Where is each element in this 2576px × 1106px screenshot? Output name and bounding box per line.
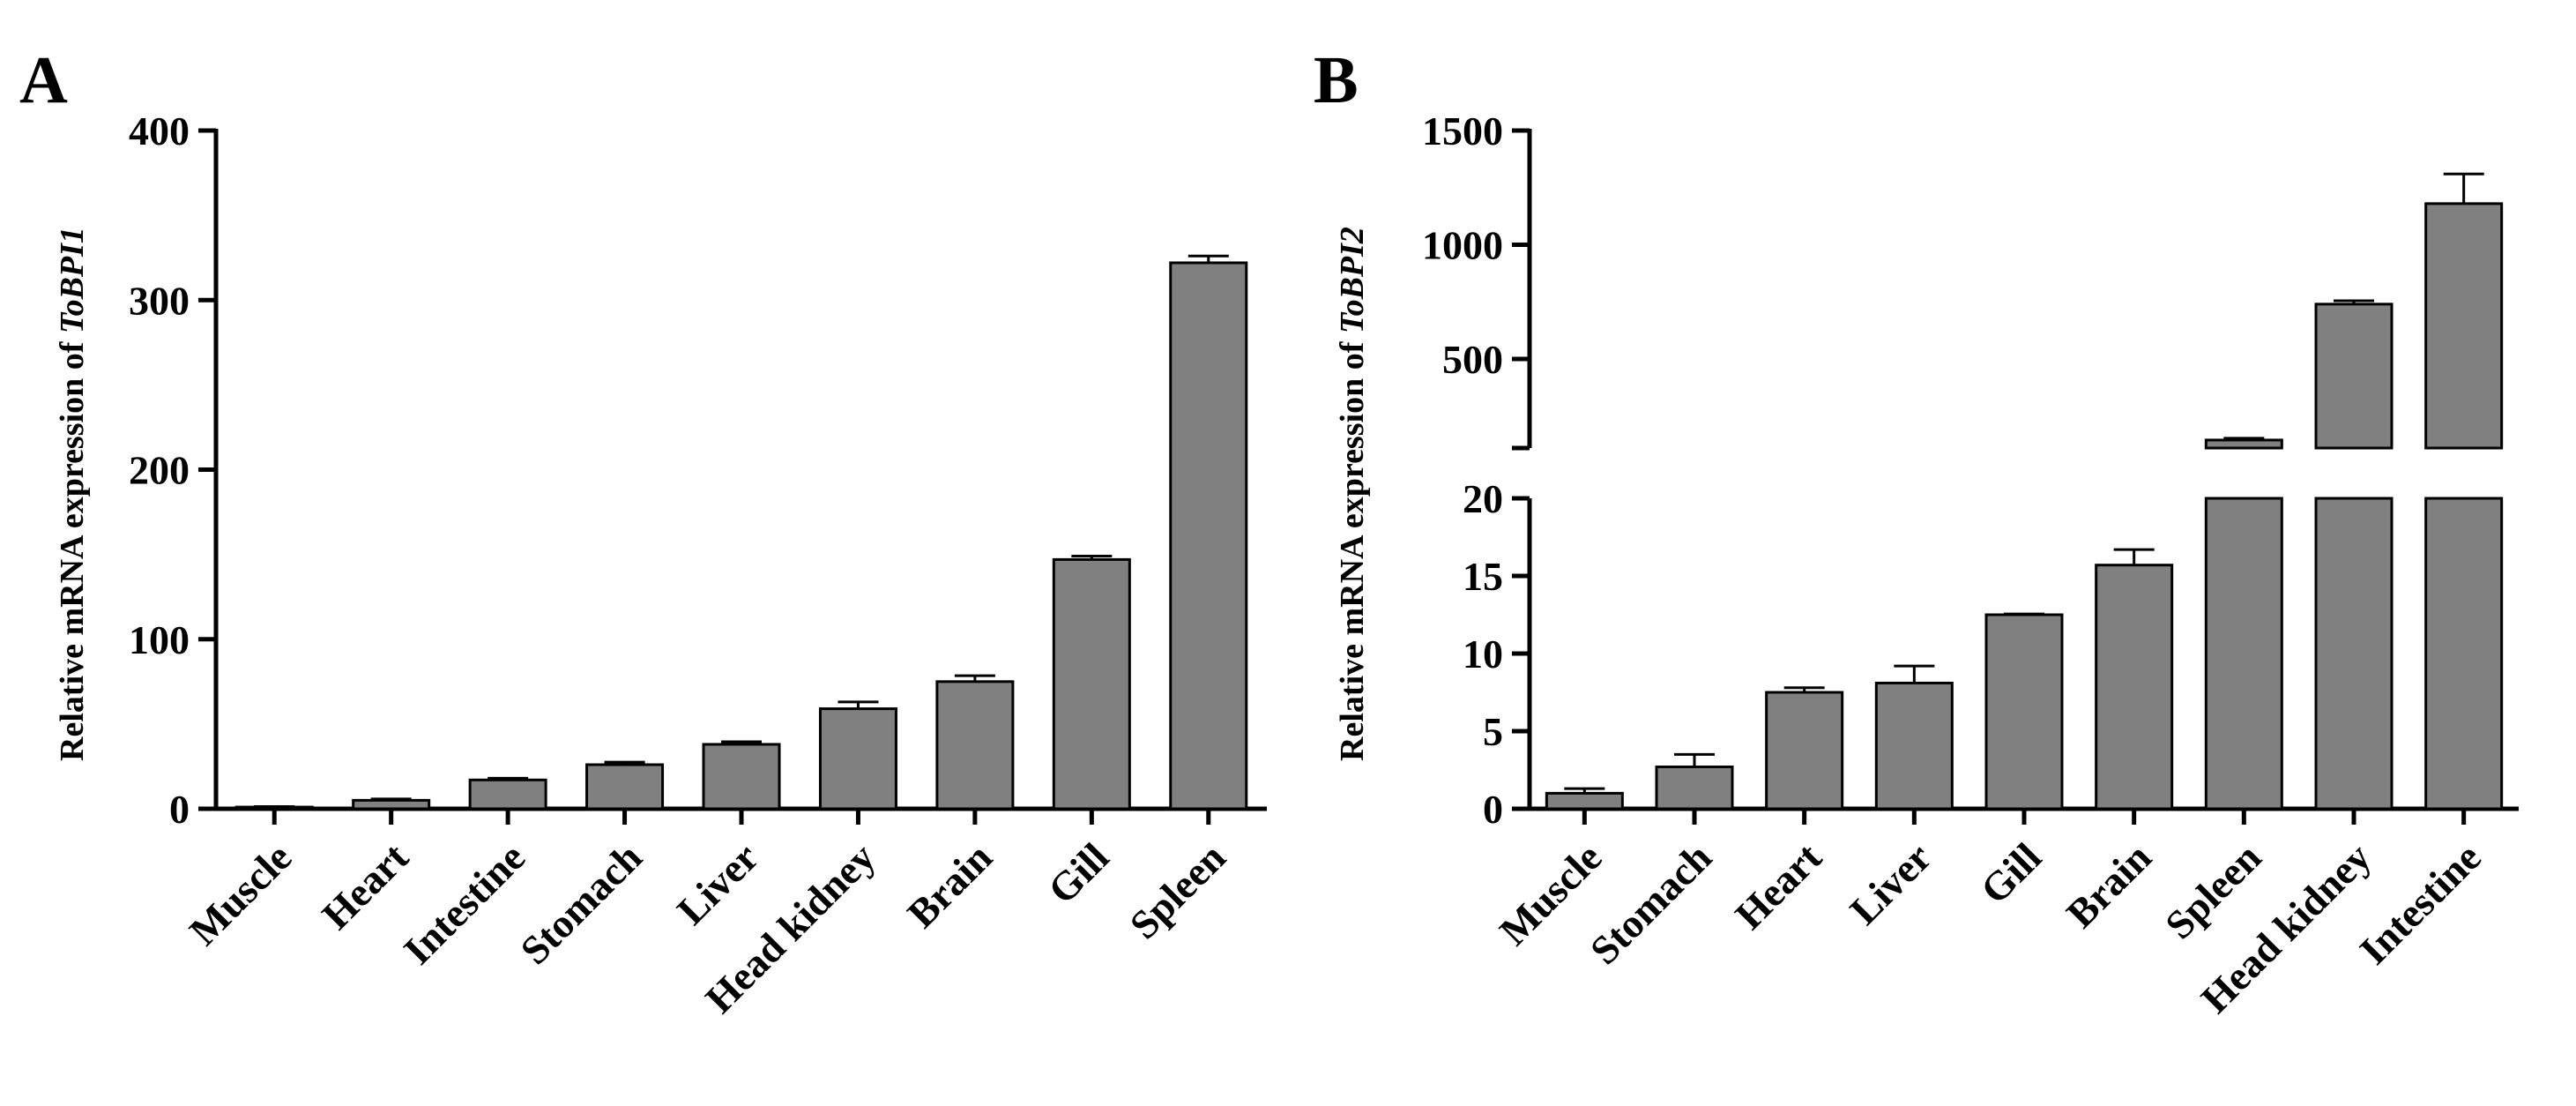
panel-a-category-label: Brain <box>898 834 1001 937</box>
panel-b-y-tick-label-upper: 1000 <box>1422 222 1503 267</box>
panel-b-bar-spleen-upper-segment <box>2204 438 2283 450</box>
panel-b-bar-muscle <box>1545 791 1624 811</box>
panel-b-bar-liver <box>1874 681 1954 811</box>
panel-a-y-tick-label: 300 <box>129 278 190 323</box>
panel-b-y-tick-label-lower: 0 <box>1483 787 1503 832</box>
panel-b-y-tick-label-lower: 20 <box>1463 476 1503 521</box>
panel-a-y-tick-label: 0 <box>169 787 190 832</box>
panel-b-y-axis-title-gene: ToBPI2 <box>1334 227 1371 333</box>
panel-b-y-tick-label-lower: 10 <box>1463 631 1503 676</box>
panel-b-y-tick-label-lower: 5 <box>1483 709 1503 754</box>
panel-b-bar-head-kidney-lower-segment <box>2314 497 2394 811</box>
panel-a-category-label: Stomach <box>511 834 650 973</box>
panel-b-bar-intestine-upper-segment <box>2424 202 2504 450</box>
panel-b-bar-spleen-lower-segment <box>2204 497 2283 811</box>
panel-a-category-label: Gill <box>1039 834 1117 912</box>
panel-a-bar-heart <box>352 798 431 811</box>
panel-b-bar-head-kidney-upper-segment <box>2314 303 2394 450</box>
panel-b-y-tick-label-upper: 500 <box>1442 337 1503 382</box>
panel-b-y-tick-label-upper: 1500 <box>1422 108 1503 153</box>
panel-a: A Relative mRNA expression of ToBPI1 0 10… <box>19 43 1267 1021</box>
panel-a-bar-spleen <box>1169 261 1248 811</box>
panel-b-category-label: Heart <box>1726 834 1830 938</box>
panel-b: B Relative mRNA expression of ToBPI2 0 5 1… <box>1314 43 2519 1021</box>
panel-b-bar-stomach <box>1655 765 1734 811</box>
panel-a-y-axis-title-gene: ToBPI1 <box>54 227 91 333</box>
panel-a-bar-gill <box>1052 557 1131 811</box>
panel-a-bar-intestine <box>468 778 547 811</box>
panel-a-category-label: Heart <box>313 834 417 938</box>
panel-b-bar-heart <box>1765 691 1844 811</box>
panel-a-category-label: Spleen <box>1121 834 1234 947</box>
panel-a-bar-head-kidney <box>818 707 897 811</box>
panel-a-letter: A <box>19 43 68 117</box>
panel-b-letter: B <box>1314 43 1359 117</box>
panel-b-category-label: Brain <box>2058 834 2160 937</box>
panel-a-bar-stomach <box>585 763 665 811</box>
panel-a-y-axis-title: Relative mRNA expression of ToBPI1 <box>54 227 91 761</box>
panel-b-category-label: Liver <box>1841 834 1939 933</box>
panel-b-bar-brain <box>2095 564 2174 811</box>
panel-a-category-label: Muscle <box>181 834 300 953</box>
panel-b-category-label: Stomach <box>1582 834 1720 973</box>
panel-b-bar-gill <box>1984 613 2064 811</box>
panel-a-category-label: Intestine <box>395 834 533 973</box>
panel-b-y-axis-title: Relative mRNA expression of ToBPI2 <box>1334 227 1371 761</box>
panel-a-y-tick-label: 400 <box>129 108 190 153</box>
panel-b-category-label: Gill <box>1972 834 2050 912</box>
panel-a-category-label: Liver <box>668 834 767 933</box>
panel-a-bar-brain <box>935 680 1015 811</box>
panel-b-category-label: Intestine <box>2351 834 2490 973</box>
panel-a-y-tick-label: 200 <box>129 448 190 493</box>
panel-a-bar-liver <box>702 743 781 811</box>
panel-b-y-axis-title-prefix: Relative mRNA expression of <box>1334 333 1371 761</box>
panel-a-y-tick-label: 100 <box>129 617 190 662</box>
panel-b-bar-intestine-lower-segment <box>2424 497 2504 811</box>
panel-b-y-tick-label-lower: 15 <box>1463 554 1503 599</box>
panel-a-y-axis-title-prefix: Relative mRNA expression of <box>54 333 91 761</box>
